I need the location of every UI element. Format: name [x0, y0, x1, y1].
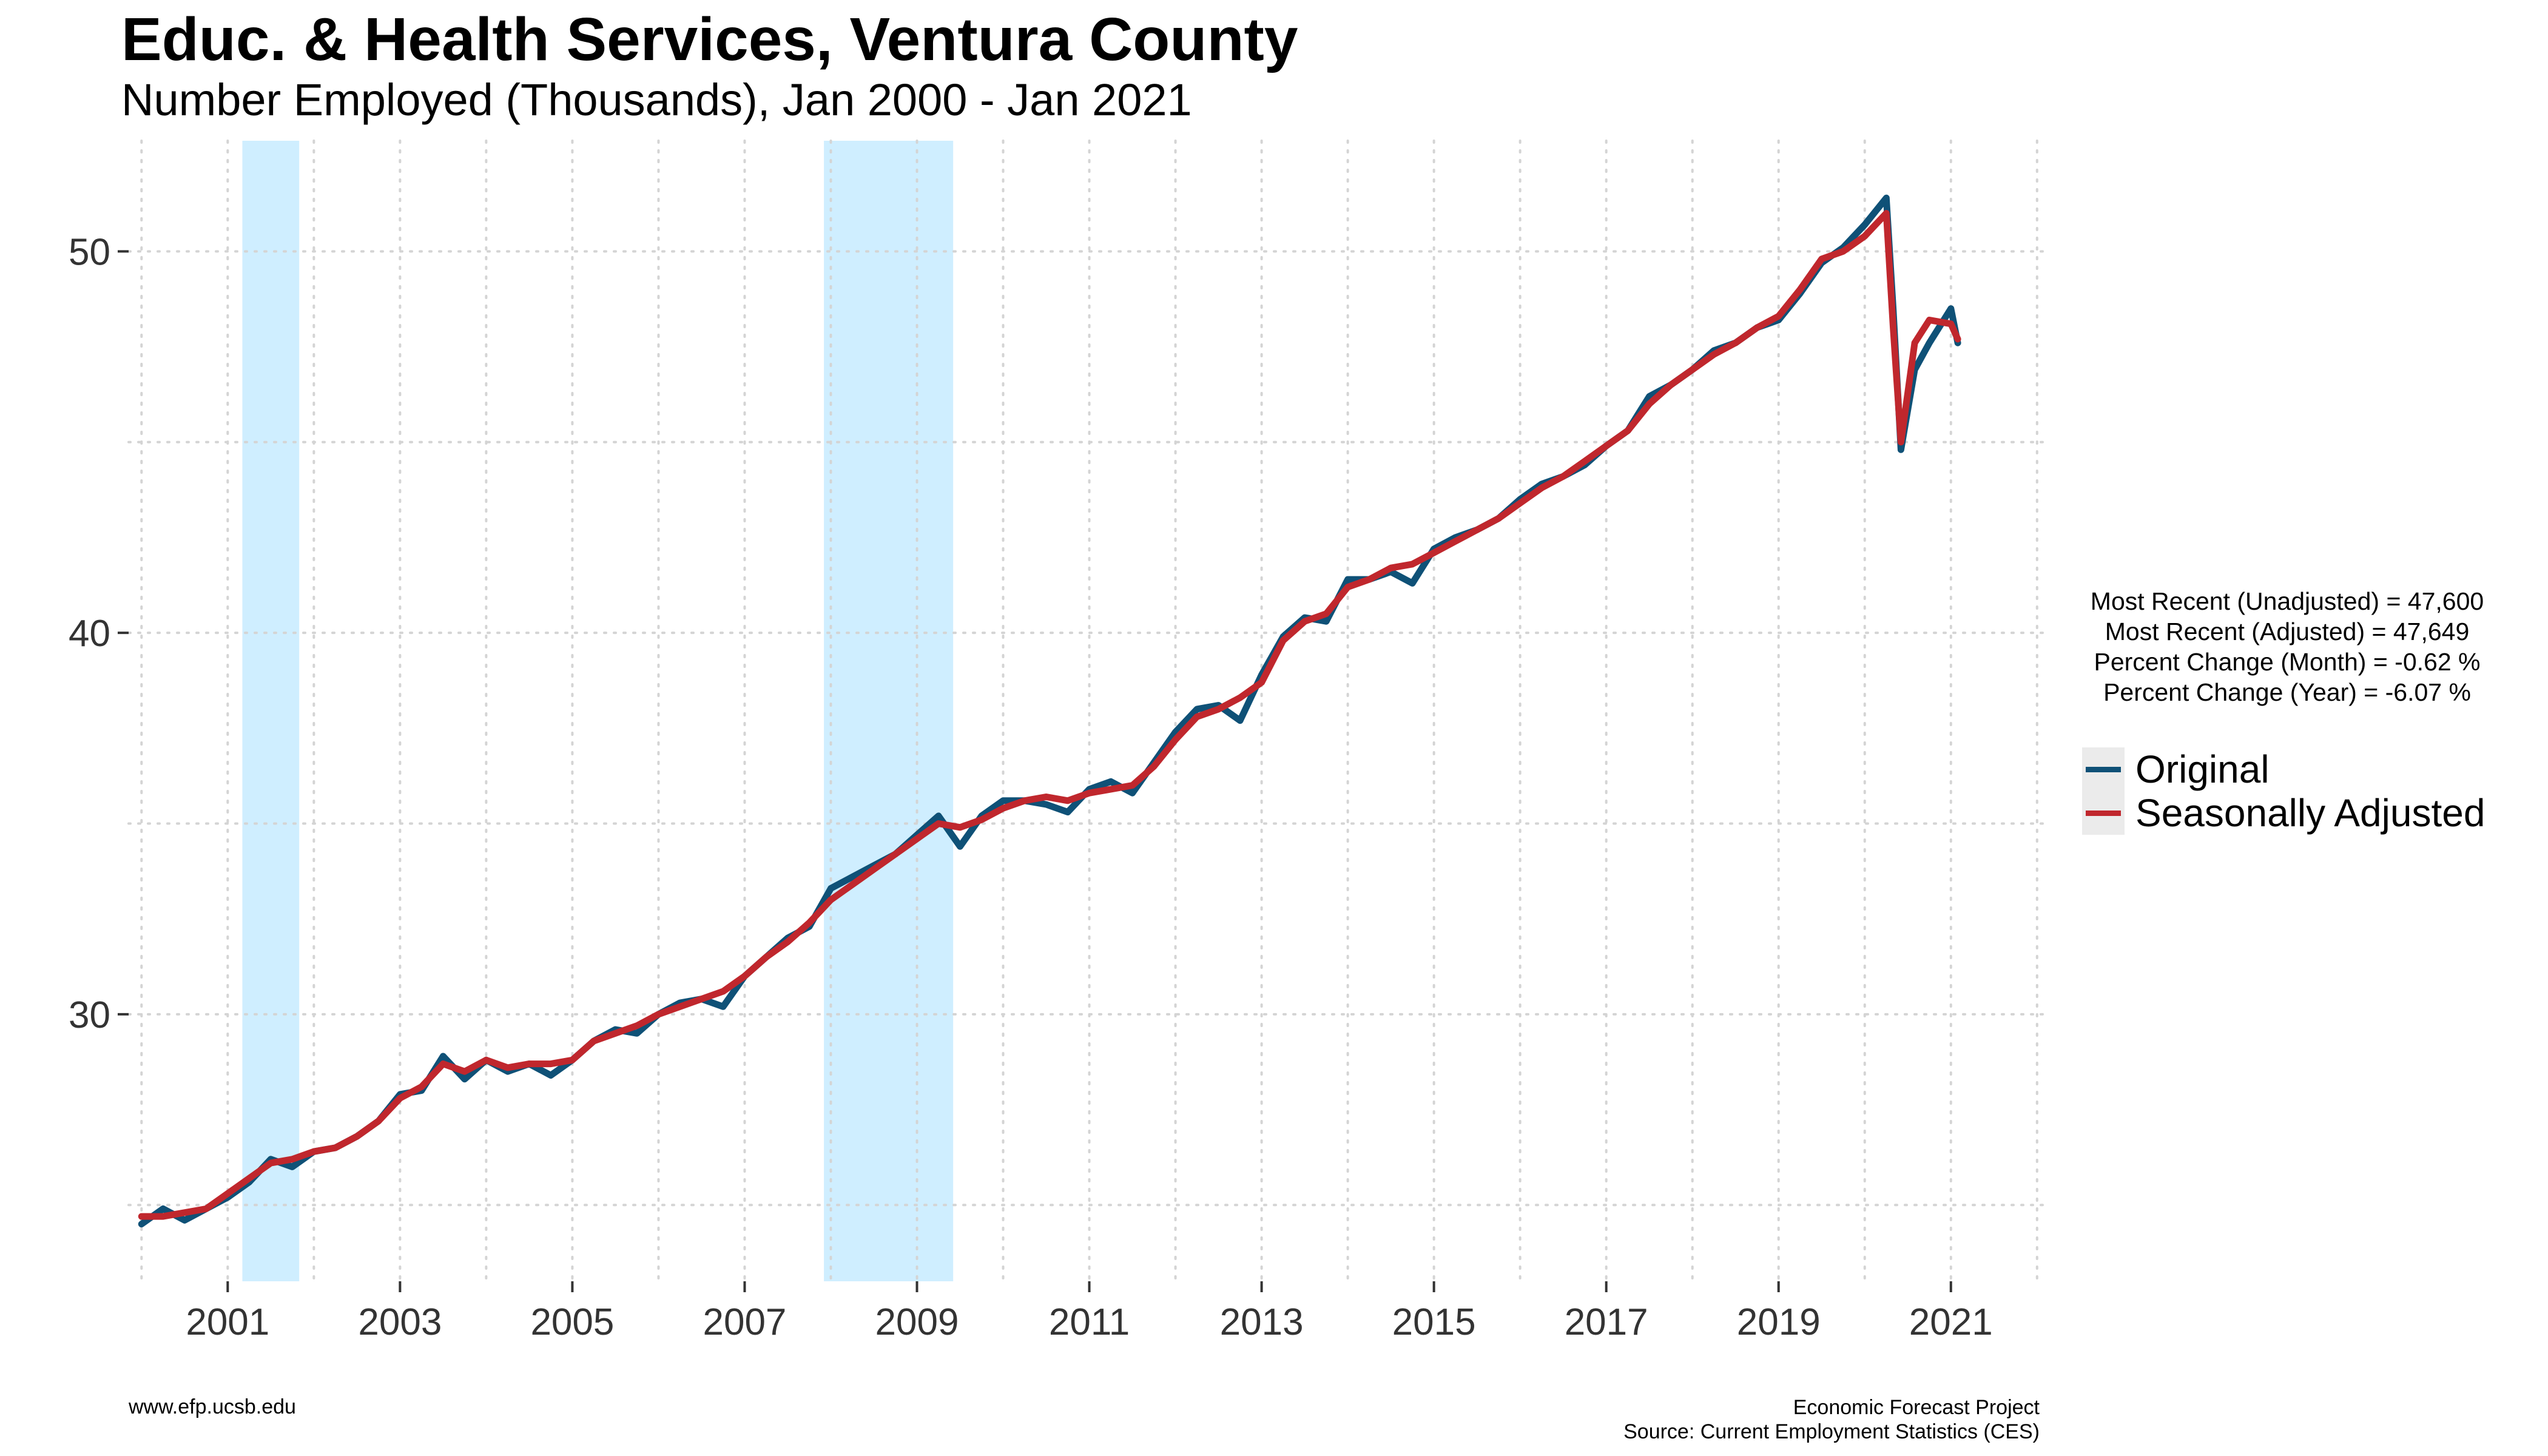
x-tick-label-2005: 2005 [530, 1301, 614, 1343]
x-tick-label-2009: 2009 [875, 1301, 959, 1343]
recession-shading [242, 141, 954, 1281]
x-tick-label-2015: 2015 [1392, 1301, 1476, 1343]
x-tick-label-2017: 2017 [1565, 1301, 1648, 1343]
axis-labels: 2001 2003 2005 2007 2009 2011 2013 2015 2017 2019… [69, 231, 1993, 1343]
footer-source-line: Source: Current Employment Statistics (C… [1623, 1420, 2040, 1443]
x-tick-label-2013: 2013 [1220, 1301, 1304, 1343]
x-tick-label-2011: 2011 [1049, 1301, 1130, 1343]
stats-panel: Most Recent (Unadjusted) = 47,600 Most R… [2038, 586, 2536, 707]
x-tick-label-2007: 2007 [703, 1301, 786, 1343]
footer-project: Economic Forecast Project [1793, 1396, 2040, 1419]
recession-band-1 [824, 141, 954, 1281]
x-tick-label-2021: 2021 [1909, 1301, 1993, 1343]
legend-label-adjusted: Seasonally Adjusted [2135, 791, 2486, 835]
legend-label-original: Original [2135, 747, 2270, 791]
stat-month-change: Percent Change (Month) = -0.62 % [2094, 648, 2481, 676]
chart-legend: Original Seasonally Adjusted [2082, 747, 2485, 835]
stat-year-change: Percent Change (Year) = -6.07 % [2103, 678, 2471, 706]
chart-subtitle: Number Employed (Thousands), Jan 2000 - … [121, 75, 1192, 125]
y-tick-label-40: 40 [69, 613, 110, 655]
legend-key-adjusted [2082, 791, 2125, 835]
legend-item-original: Original [2082, 747, 2485, 791]
legend-item-adjusted: Seasonally Adjusted [2082, 791, 2485, 835]
footer-website: www.efp.ucsb.edu [129, 1395, 296, 1418]
footer-source: Economic Forecast Project Source: Curren… [1623, 1395, 2040, 1444]
x-tick-label-2003: 2003 [358, 1301, 442, 1343]
y-tick-label-50: 50 [69, 231, 110, 273]
chart-title: Educ. & Health Services, Ventura County [121, 5, 1298, 73]
recession-band-0 [242, 141, 300, 1281]
y-tick-label-30: 30 [69, 994, 110, 1036]
grid-lines [127, 140, 2047, 1282]
series-line-adjusted [138, 210, 1961, 1220]
stat-unadjusted: Most Recent (Unadjusted) = 47,600 [2090, 587, 2484, 615]
series-line-original [138, 194, 1961, 1228]
stat-adjusted: Most Recent (Adjusted) = 47,649 [2105, 618, 2470, 645]
series-lines [138, 194, 1961, 1228]
x-tick-label-2019: 2019 [1737, 1301, 1821, 1343]
legend-key-original [2082, 747, 2125, 791]
x-tick-label-2001: 2001 [186, 1301, 269, 1343]
